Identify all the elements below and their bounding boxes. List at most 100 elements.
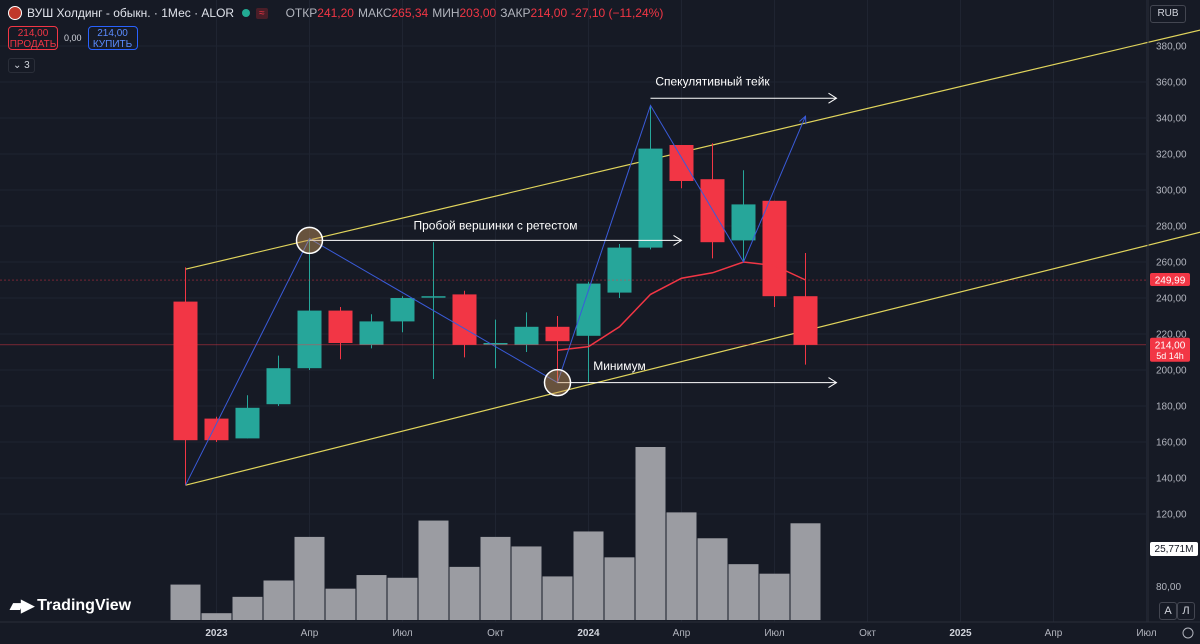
chart-header: ВУШ Холдинг - обыкн. · 1Мес · ALOR ≈ ОТК… <box>8 6 663 20</box>
candle-body <box>793 296 818 345</box>
symbol-logo-icon <box>8 6 22 20</box>
high-value: 265,34 <box>391 6 429 20</box>
volume-label-box <box>1150 542 1198 556</box>
buy-price: 214,00 <box>97 28 128 39</box>
candle-body <box>390 298 415 322</box>
volume-bar <box>697 538 728 620</box>
annotation-label: Спекулятивный тейк <box>655 75 770 89</box>
volume-bar <box>418 520 449 620</box>
currency-selector[interactable]: RUB <box>1150 5 1186 23</box>
y-tick-label: 320,00 <box>1156 150 1187 161</box>
candle-body <box>297 310 322 369</box>
close-value: 214,00 <box>530 6 568 20</box>
y-tick-label: 380,00 <box>1156 42 1187 53</box>
change-value: -27,10 (−11,24%) <box>571 6 664 20</box>
x-tick-label: Июл <box>1136 628 1156 639</box>
volume-bar <box>294 536 325 620</box>
volume-label-value: 25,771M <box>1155 544 1194 555</box>
candle-body <box>669 145 694 181</box>
trade-panel: 214,00 ПРОДАТЬ 0,00 214,00 КУПИТЬ <box>8 26 138 50</box>
volume-bar <box>759 573 790 620</box>
volume-bar <box>449 566 480 620</box>
candle-body <box>359 321 384 345</box>
volume-bar <box>263 580 294 620</box>
spread-value: 0,00 <box>64 33 82 43</box>
settings-gear-icon <box>1182 627 1194 639</box>
y-tick-label: 240,00 <box>1156 294 1187 305</box>
volume-bar <box>542 576 573 620</box>
sell-button[interactable]: 214,00 ПРОДАТЬ <box>8 26 58 50</box>
y-tick-label: 340,00 <box>1156 114 1187 125</box>
y-tick-label: 260,00 <box>1156 258 1187 269</box>
y-tick-label: 200,00 <box>1156 366 1187 377</box>
close-label: ЗАКР <box>500 6 531 20</box>
volume-bar <box>573 531 604 620</box>
price-label-countdown: 5d 14h <box>1156 351 1184 361</box>
sell-price: 214,00 <box>17 28 49 39</box>
annotation-arrowhead <box>673 234 683 246</box>
volume-bar <box>511 546 542 620</box>
annotation-arrowhead <box>828 92 838 104</box>
x-tick-label: 2023 <box>205 628 228 639</box>
x-tick-label: Апр <box>301 628 319 639</box>
price-label-box <box>1150 337 1190 362</box>
indicators-toggle[interactable]: ⌄ 3 <box>8 58 35 73</box>
y-tick-label: 160,00 <box>1156 438 1187 449</box>
zigzag-line <box>185 104 806 486</box>
x-tick-label: Июл <box>764 628 784 639</box>
candle-body <box>266 368 291 405</box>
volume-axis-tick-label: 80,00 <box>1156 582 1181 593</box>
high-label: МАКС <box>357 6 392 20</box>
y-tick-label: 120,00 <box>1156 510 1187 521</box>
tradingview-logo-text: TradingView <box>37 597 132 614</box>
candle-body <box>731 204 756 241</box>
chevron-down-icon: ⌄ <box>13 60 22 71</box>
ma-line <box>557 261 806 351</box>
marker-low <box>543 368 572 397</box>
candle-body <box>514 326 539 345</box>
low-label: МИН <box>432 6 460 20</box>
low-value: 203,00 <box>459 6 497 20</box>
header-badge: ≈ <box>256 7 268 19</box>
candle-body <box>638 148 663 248</box>
volume-bar <box>356 575 387 620</box>
candle-body <box>421 296 446 298</box>
symbol-title[interactable]: ВУШ Холдинг - обыкн. · 1Мес · ALOR <box>27 6 235 20</box>
candle-body <box>173 301 198 441</box>
volume-bar <box>728 564 759 620</box>
annotation-label: Минимум <box>593 359 646 373</box>
x-tick-label: Окт <box>859 628 876 639</box>
volume-bar <box>604 557 635 620</box>
volume-bar <box>480 536 511 620</box>
y-tick-label: 180,00 <box>1156 402 1187 413</box>
candle-body <box>235 407 260 439</box>
candle-body <box>204 418 229 441</box>
volume-bar <box>232 596 263 620</box>
indicators-count: 3 <box>24 60 30 71</box>
y-tick-label: 300,00 <box>1156 186 1187 197</box>
log-scale-button[interactable]: Л <box>1177 602 1195 620</box>
auto-scale-button[interactable]: A <box>1159 602 1177 620</box>
buy-label: КУПИТЬ <box>92 39 133 50</box>
candle-body <box>328 310 353 343</box>
candle-body <box>576 283 601 336</box>
volume-bar <box>666 512 697 620</box>
tradingview-logo: ▰▶ TradingView <box>10 596 131 616</box>
x-tick-label: Окт <box>487 628 504 639</box>
candle-body <box>545 326 570 342</box>
open-label: ОТКР <box>285 6 318 20</box>
x-tick-label: Апр <box>673 628 691 639</box>
y-tick-label: 360,00 <box>1156 78 1187 89</box>
tradingview-logo-icon: ▰▶ <box>10 596 34 615</box>
annotation-arrowhead <box>828 377 838 389</box>
market-status-icon <box>242 9 251 17</box>
buy-button[interactable]: 214,00 КУПИТЬ <box>87 26 138 50</box>
price-label-value: 214,00 <box>1155 340 1186 351</box>
candle-body <box>452 294 477 345</box>
zigzag-arrowhead <box>799 115 807 125</box>
x-tick-label: Июл <box>392 628 412 639</box>
price-label-value: 249,99 <box>1155 276 1186 287</box>
y-tick-label: 280,00 <box>1156 222 1187 233</box>
open-value: 241,20 <box>317 6 354 20</box>
